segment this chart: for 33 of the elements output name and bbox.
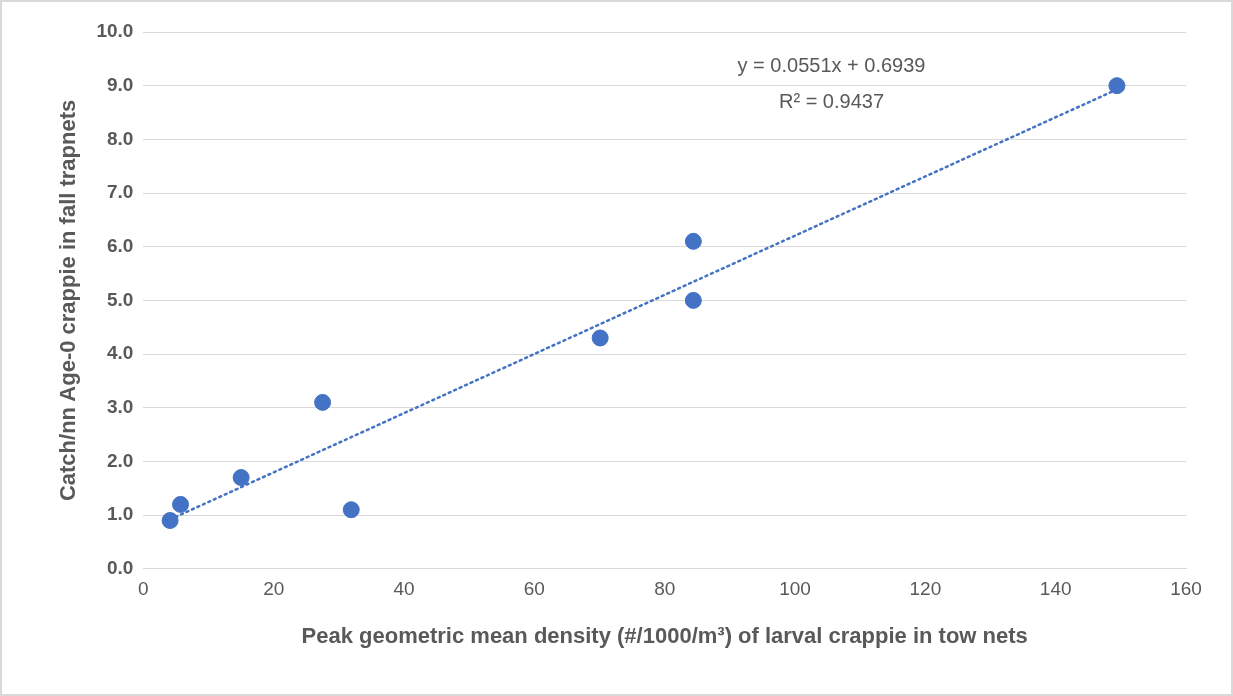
- y-tick-label: 6.0: [106, 234, 134, 256]
- y-tick-label: 9.0: [106, 73, 134, 95]
- y-tick-label: 1.0: [106, 503, 134, 525]
- y-tick-label: 10.0: [96, 20, 134, 42]
- y-tick-label: 4.0: [106, 342, 134, 364]
- point: [591, 329, 609, 347]
- point: [314, 393, 332, 411]
- x-tick-label: 80: [654, 578, 676, 600]
- x-axis-title: Peak geometric mean density (#/1000/m³) of larval crappie in tow nets: [301, 622, 1028, 648]
- x-tick-label: 120: [909, 578, 942, 600]
- x-tick-label: 60: [523, 578, 545, 600]
- y-tick-label: 2.0: [106, 449, 134, 471]
- y-tick-label: 3.0: [106, 395, 134, 417]
- x-tick-label: 0: [138, 578, 149, 600]
- y-tick-label: 8.0: [106, 127, 134, 149]
- y-axis-title: Catch/nn Age-0 crappie in fall trapnets: [55, 99, 81, 502]
- point: [1108, 77, 1126, 95]
- x-tick-label: 160: [1170, 578, 1202, 600]
- point: [684, 232, 702, 250]
- y-tick-label: 7.0: [106, 181, 134, 203]
- point: [161, 511, 179, 529]
- point: [342, 501, 360, 519]
- annotation: y = 0.0551x + 0.6939: [737, 53, 926, 76]
- point: [232, 469, 250, 487]
- x-tick-label: 20: [263, 578, 285, 600]
- point: [172, 495, 190, 513]
- x-tick-label: 140: [1039, 578, 1072, 600]
- annotation: R² = 0.9437: [778, 89, 885, 112]
- x-tick-label: 40: [393, 578, 415, 600]
- x-tick-label: 100: [779, 578, 811, 600]
- y-tick-label: 5.0: [106, 288, 134, 310]
- point: [684, 291, 702, 309]
- y-tick-label: 0.0: [106, 557, 134, 579]
